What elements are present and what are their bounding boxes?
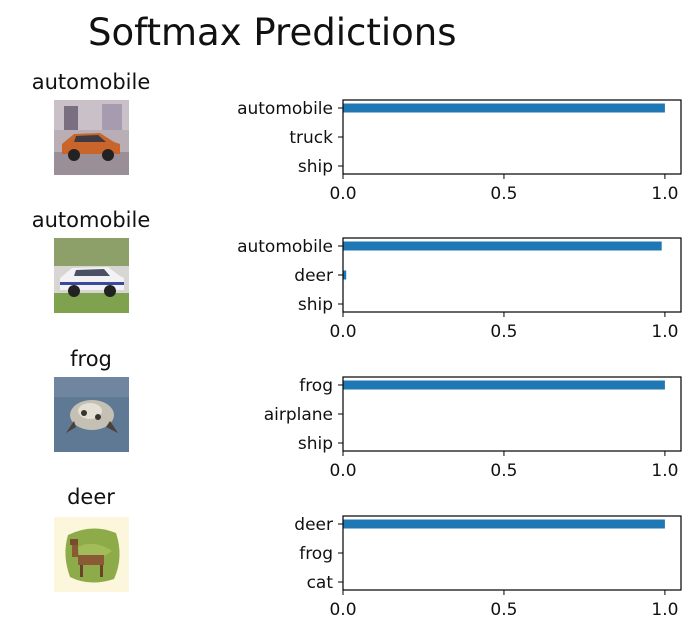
ytick-label-1-2: truck	[289, 128, 333, 148]
xtick-label-4-3: 1.0	[651, 600, 678, 620]
ytick-label-4-1: deer	[294, 515, 333, 535]
xtick-label-2-3: 1.0	[651, 322, 678, 342]
image-title-3: frog	[70, 347, 112, 371]
thumbnail-image-3	[54, 377, 129, 452]
xtick-label-1-1: 0.0	[329, 184, 356, 204]
axes-frame-3	[342, 376, 682, 452]
bar-2-1	[343, 241, 662, 251]
xtick-label-4-1: 0.0	[329, 600, 356, 620]
image-title-4: deer	[67, 485, 115, 509]
xtick-label-3-2: 0.5	[490, 461, 517, 481]
xtick-label-2-2: 0.5	[490, 322, 517, 342]
ytick-label-3-2: airplane	[264, 405, 333, 425]
xtick-label-4-2: 0.5	[490, 600, 517, 620]
ytick-label-1-3: ship	[298, 157, 333, 177]
ytick-label-2-2: deer	[294, 266, 333, 286]
xtick-label-2-1: 0.0	[329, 322, 356, 342]
xtick-label-1-2: 0.5	[490, 184, 517, 204]
ytick-label-1-1: automobile	[237, 99, 333, 119]
thumbnail-image-1	[54, 100, 129, 175]
bar-3-1	[343, 380, 665, 390]
bar-1-1	[343, 103, 665, 113]
image-title-2: automobile	[31, 208, 151, 232]
figure-title: Softmax Predictions	[88, 11, 457, 54]
xtick-label-3-1: 0.0	[329, 461, 356, 481]
axes-frame-1	[342, 99, 682, 175]
thumbnail-image-2	[54, 238, 129, 313]
xtick-label-3-3: 1.0	[651, 461, 678, 481]
ytick-label-2-1: automobile	[237, 237, 333, 257]
thumbnail-image-4	[54, 517, 129, 592]
axes-frame-4	[342, 515, 682, 591]
ytick-label-3-1: frog	[299, 376, 333, 396]
ytick-label-3-3: ship	[298, 434, 333, 454]
xtick-label-1-3: 1.0	[651, 184, 678, 204]
ytick-label-4-3: cat	[307, 573, 334, 593]
axes-frame-2	[342, 237, 682, 313]
image-title-1: automobile	[31, 70, 151, 94]
bar-4-1	[343, 519, 665, 529]
bar-2-2	[343, 270, 347, 280]
ytick-label-4-2: frog	[299, 544, 333, 564]
ytick-label-2-3: ship	[298, 295, 333, 315]
